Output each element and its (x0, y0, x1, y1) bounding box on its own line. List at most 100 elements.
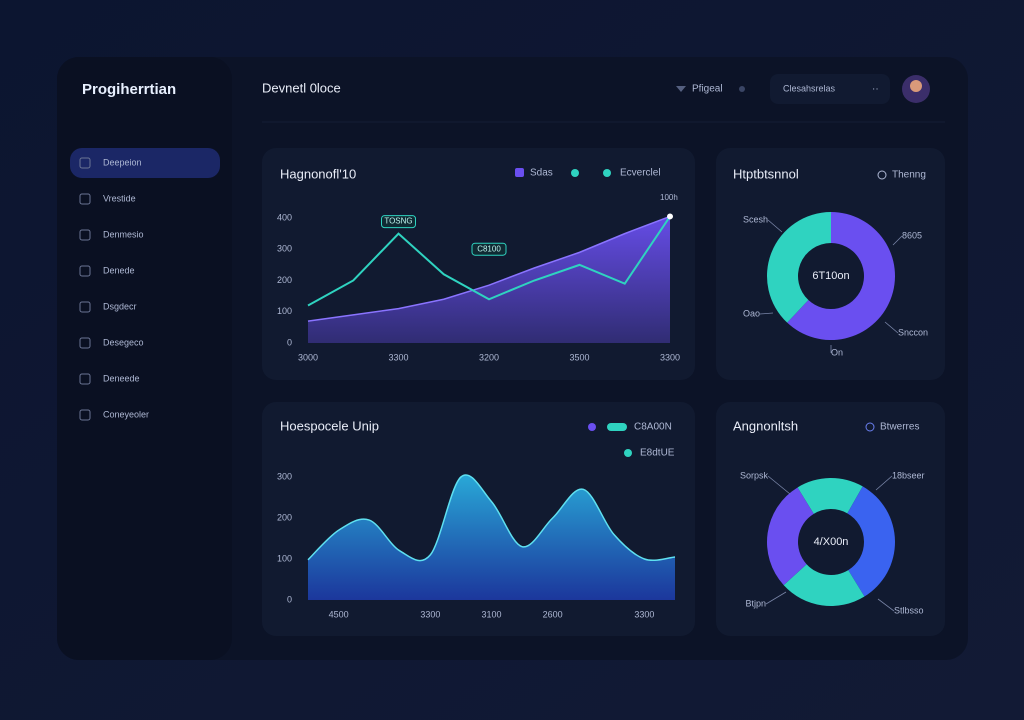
donut-segment (847, 486, 895, 597)
area (308, 474, 675, 600)
nav-item[interactable]: Coneyeoler (103, 409, 149, 419)
avatar-face (910, 80, 922, 92)
search-text: Clesahsrelas (783, 83, 836, 93)
x-tick-label: 4500 (329, 609, 349, 619)
y-tick-label: 0 (287, 337, 292, 347)
callout (381, 215, 416, 229)
card-subtitle: Btwerres (880, 422, 919, 433)
nav-item[interactable]: Desegeco (103, 337, 144, 347)
y-tick-label: 0 (287, 594, 292, 604)
active-nav (70, 148, 220, 178)
leader (884, 321, 899, 334)
donut-label: 8605 (902, 230, 922, 240)
card-title: Htptbtsnnol (733, 166, 799, 181)
donut-label: Snccon (898, 327, 928, 337)
donut-label: Oao (743, 308, 760, 318)
x-tick-label: 3300 (420, 609, 440, 619)
nav-item[interactable]: Deneede (103, 373, 140, 383)
legend-label: Sdas (530, 168, 553, 179)
y-tick-label: 200 (277, 512, 292, 522)
donut-label: Sorpsk (740, 470, 769, 480)
x-tick-label: 3200 (479, 352, 499, 362)
x-tick-label: 3300 (660, 352, 680, 362)
leader (875, 475, 893, 491)
callout-label: C8100 (477, 244, 501, 253)
end-dot (667, 213, 673, 220)
area-edge (307, 215, 671, 322)
donut-label: Btjpn (745, 598, 766, 608)
leader (759, 312, 774, 315)
donut-center: 4/X00n (814, 536, 849, 548)
y-tick-label: 300 (277, 471, 292, 481)
nav-icon (79, 229, 91, 241)
y-tick-label: 100 (277, 553, 292, 563)
legend-icon (865, 422, 875, 432)
leader (767, 475, 791, 495)
legend-label: E8dtUE (640, 448, 675, 459)
nav-item[interactable]: Denede (103, 265, 135, 275)
nav-icon (79, 301, 91, 313)
legend-dot (571, 169, 579, 177)
status-dot (739, 86, 745, 92)
nav-item[interactable]: Denmesio (103, 229, 144, 239)
nav-icon (79, 193, 91, 205)
legend-label: C8A00N (634, 422, 672, 433)
leader (767, 219, 783, 233)
page-title: Devnetl 0loce (262, 80, 341, 95)
x-tick-label: 3300 (634, 609, 654, 619)
area (308, 216, 670, 343)
donut-segment (783, 564, 865, 606)
donut-segment (767, 212, 831, 323)
leader (765, 591, 787, 605)
card-title: Hoespocele Unip (280, 418, 379, 433)
legend-dot (624, 449, 632, 457)
donut-label: On (831, 347, 843, 357)
donut-center: 6T10on (812, 270, 849, 282)
donut-segment (787, 212, 895, 341)
legend-swatch (515, 168, 524, 177)
brand: Progiherrtian (82, 81, 176, 98)
sidebar (57, 57, 232, 660)
donut-segment (797, 478, 863, 514)
status-icon (676, 86, 686, 92)
y-tick-label: 300 (277, 244, 292, 254)
y-tick-label: 400 (277, 212, 292, 222)
legend-icon (877, 170, 887, 180)
search-icon: ·· (872, 84, 879, 95)
x-tick-label: 3500 (569, 352, 589, 362)
legend-pill (607, 423, 627, 431)
card-title: Angnonltsh (733, 418, 798, 433)
card-subtitle: Thenng (892, 170, 926, 181)
donut-label: Scesh (743, 214, 768, 224)
x-tick-label: 3100 (481, 609, 501, 619)
nav-icon (79, 409, 91, 421)
callout-label: TOSNG (384, 217, 412, 226)
donut-label: 18bseer (892, 470, 925, 480)
nav-icon (79, 337, 91, 349)
status: Pfigeal (692, 84, 723, 95)
card (716, 402, 945, 636)
nav-item[interactable]: Dsgdecr (103, 301, 137, 311)
callout (471, 242, 507, 256)
legend-dot (603, 169, 611, 177)
search-box[interactable] (770, 74, 890, 104)
line (307, 215, 671, 307)
nav-icon (79, 265, 91, 277)
donut-segment (767, 487, 814, 586)
donut-label: Stlbsso (894, 605, 924, 615)
leader (877, 598, 895, 612)
nav-item[interactable]: Vrestide (103, 193, 136, 203)
y-tick-label: 200 (277, 275, 292, 285)
leader (892, 235, 903, 246)
nav-item[interactable]: Deepeion (103, 157, 142, 167)
x-tick-label: 3300 (388, 352, 408, 362)
card (716, 148, 945, 380)
y-tick-label: 100 (277, 306, 292, 316)
x-tick-label: 2600 (543, 609, 563, 619)
card-title: Hagnonofl'10 (280, 166, 356, 181)
x-tick-label: 3000 (298, 352, 318, 362)
nav-icon (79, 373, 91, 385)
legend-dot (588, 423, 596, 431)
